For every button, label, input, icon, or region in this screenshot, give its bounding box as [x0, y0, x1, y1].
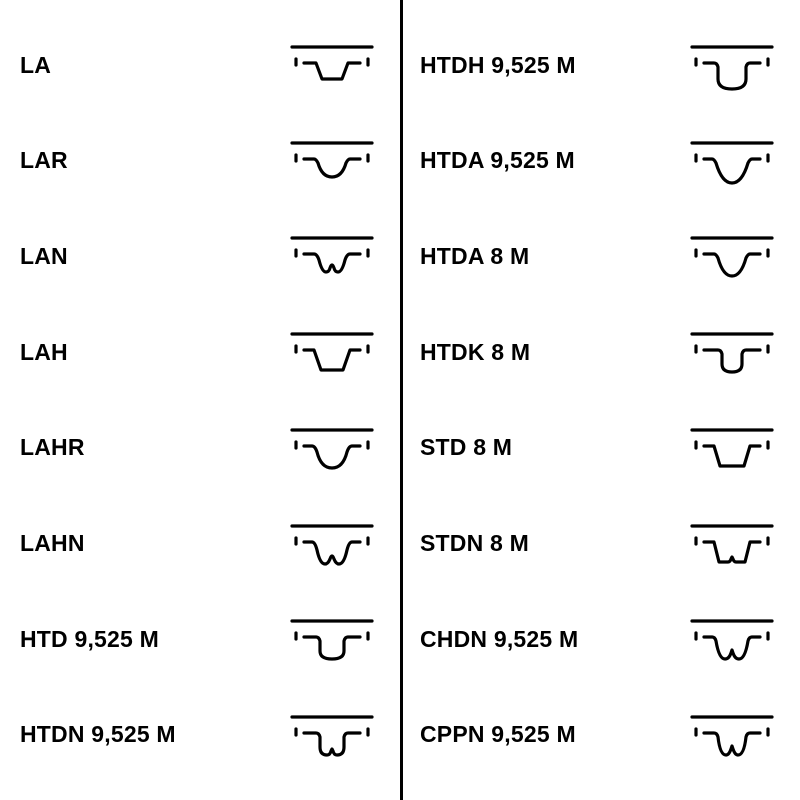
- profile-icon: [682, 322, 782, 382]
- profile-icon: [682, 35, 782, 95]
- profile-icon: [682, 514, 782, 574]
- profile-icon: [682, 418, 782, 478]
- profile-row: HTDA 9,525 M: [400, 116, 800, 206]
- profile-icon: [682, 131, 782, 191]
- center-divider: [400, 0, 403, 800]
- left-column: LA LAR LAN LAH LAHR LAHN HTD 9,525 M HTD…: [0, 0, 400, 800]
- profile-label: STD 8 M: [420, 434, 682, 461]
- profile-icon: [282, 705, 382, 765]
- profile-row: HTDH 9,525 M: [400, 20, 800, 110]
- profile-row: LAHN: [0, 499, 400, 589]
- profile-row: HTDK 8 M: [400, 307, 800, 397]
- profile-label: HTDN 9,525 M: [20, 721, 282, 748]
- profile-row: LA: [0, 20, 400, 110]
- profile-label: CPPN 9,525 M: [420, 721, 682, 748]
- profile-label: LAN: [20, 243, 282, 270]
- profile-icon: [682, 705, 782, 765]
- profile-row: STD 8 M: [400, 403, 800, 493]
- profile-row: HTD 9,525 M: [0, 594, 400, 684]
- profile-label: HTDA 9,525 M: [420, 147, 682, 174]
- profile-label: HTD 9,525 M: [20, 626, 282, 653]
- profile-icon: [282, 418, 382, 478]
- profile-icon: [682, 226, 782, 286]
- profile-icon: [282, 35, 382, 95]
- profile-icon: [282, 514, 382, 574]
- profile-label: LAR: [20, 147, 282, 174]
- profile-row: LAHR: [0, 403, 400, 493]
- profile-label: LAH: [20, 339, 282, 366]
- profile-icon: [282, 226, 382, 286]
- profile-row: LAH: [0, 307, 400, 397]
- profile-icon: [282, 609, 382, 669]
- profile-label: HTDK 8 M: [420, 339, 682, 366]
- profile-icon: [282, 131, 382, 191]
- profile-label: HTDA 8 M: [420, 243, 682, 270]
- profile-icon: [282, 322, 382, 382]
- right-column: HTDH 9,525 M HTDA 9,525 M HTDA 8 M HTDK …: [400, 0, 800, 800]
- profile-label: HTDH 9,525 M: [420, 52, 682, 79]
- profile-label: STDN 8 M: [420, 530, 682, 557]
- profile-row: STDN 8 M: [400, 499, 800, 589]
- profile-row: LAN: [0, 211, 400, 301]
- profile-label: LAHN: [20, 530, 282, 557]
- profile-row: CPPN 9,525 M: [400, 690, 800, 780]
- profile-label: LA: [20, 52, 282, 79]
- profile-label: CHDN 9,525 M: [420, 626, 682, 653]
- profile-icon: [682, 609, 782, 669]
- profile-row: HTDN 9,525 M: [0, 690, 400, 780]
- profile-label: LAHR: [20, 434, 282, 461]
- profile-row: CHDN 9,525 M: [400, 594, 800, 684]
- profile-row: HTDA 8 M: [400, 211, 800, 301]
- profile-row: LAR: [0, 116, 400, 206]
